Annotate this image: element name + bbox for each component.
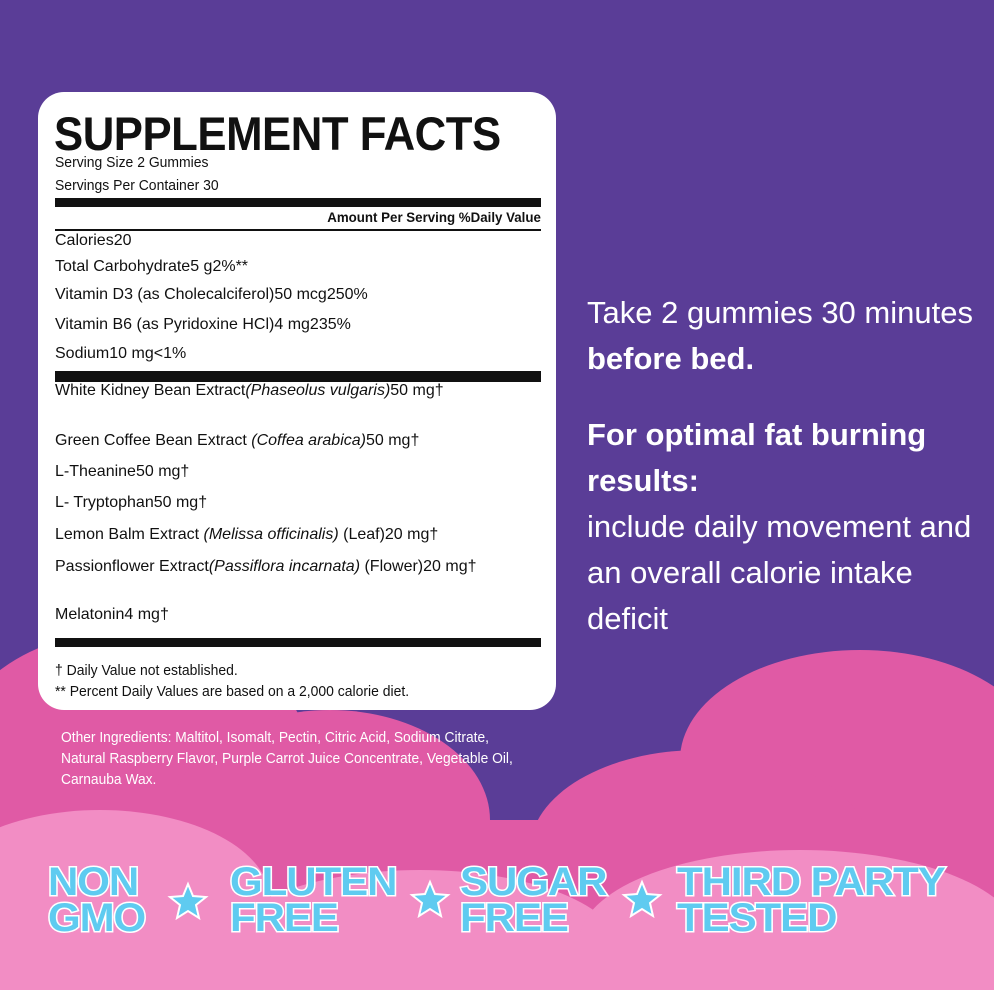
amount: 50 mg [365, 432, 411, 449]
nutrient-name: Lemon Balm Extract (Melissa officinalis)… [55, 526, 385, 543]
tip: For optimal fat burning results: include … [587, 412, 977, 642]
nutrient-name: Vitamin B6 (as Pyridoxine HCl) [55, 316, 275, 333]
badge-line: FREE [228, 896, 340, 940]
nutrient-name: Sodium [55, 345, 110, 362]
badge-line: TESTED [675, 896, 839, 940]
footnote: ** Percent Daily Values are based on a 2… [55, 683, 410, 700]
serving-size: Serving Size 2 Gummies [55, 154, 209, 171]
row: L- Tryptophan50 mg† [55, 494, 541, 526]
amount: 4 mg [274, 316, 310, 333]
amount: 4 mg [124, 606, 160, 623]
daily-value: † [159, 606, 169, 623]
daily-value: † [180, 463, 190, 480]
column-header: Amount Per Serving %Daily Value [327, 209, 541, 225]
nutrient-name: White Kidney Bean Extract [55, 382, 246, 399]
badge-line: GLUTEN [228, 860, 399, 904]
latin-name: (Coffea arabica) [251, 432, 366, 449]
badge-line: SUGAR [458, 860, 609, 904]
latin-name: (Passiflora incarnata) [208, 558, 361, 575]
daily-value: † [410, 432, 420, 449]
nutrient-name: Melatonin [55, 606, 125, 623]
row: Green Coffee Bean Extract (Coffea arabic… [55, 432, 541, 463]
amount: 20 mg [423, 558, 468, 575]
nutrient-name: Green Coffee Bean Extract (Coffea arabic… [55, 432, 366, 449]
row: Vitamin D3 (as Cholecalciferol)50 mcg250… [55, 286, 541, 316]
servings: Servings Per Container 30 [55, 177, 219, 194]
daily-value: † [198, 494, 208, 511]
stars [167, 879, 663, 921]
daily-value: † [434, 382, 444, 399]
amount: 50 mcg [274, 286, 327, 303]
badge-line: FREE [458, 896, 570, 940]
amount-header: Amount Per Serving [327, 209, 456, 225]
badge-line: THIRD PARTY [675, 860, 947, 904]
clouds-light [0, 810, 994, 990]
amount: 20 mg [384, 526, 430, 543]
badge: SUGAR FREE [458, 860, 609, 940]
row: Melatonin4 mg† [55, 606, 541, 647]
nutrient-name: L-Theanine [55, 463, 136, 480]
tip-bold: For optimal fat burning results: [587, 417, 927, 498]
tip-text: include daily movement and an overall ca… [587, 509, 972, 636]
row: Passionflower Extract(Passiflora incarna… [55, 558, 541, 606]
daily-value: 235% [309, 316, 351, 333]
row: Total Carbohydrate5 g2%** [55, 258, 541, 286]
daily-value: 2%** [212, 258, 249, 275]
amount: 5 g [190, 258, 213, 275]
amount: 10 mg [109, 345, 154, 362]
row: Lemon Balm Extract (Melissa officinalis)… [55, 526, 541, 558]
footnote: † Daily Value not established. [55, 662, 238, 679]
latin-line: (Passiflora incarnata) (Flower) [209, 558, 423, 575]
rows: Calories20 Total Carbohydrate5 g2%** Vitam… [55, 232, 541, 647]
row: Sodium10 mg<1% [55, 345, 541, 382]
amount: 20 [113, 232, 132, 249]
daily-value: <1% [153, 345, 187, 362]
row: L-Theanine50 mg† [55, 463, 541, 494]
plant-part: (Flower) [364, 558, 424, 575]
row: Calories20 [55, 232, 541, 258]
nutrient-name: Vitamin D3 (as Cholecalciferol) [55, 286, 275, 303]
badge-line: GMO [46, 896, 147, 940]
nutrient-name: L- Tryptophan [55, 494, 154, 511]
daily-value: 250% [326, 286, 368, 303]
daily-value: † [429, 526, 439, 543]
directions-text: Take 2 gummies 30 minutes [587, 295, 973, 330]
directions-bold: before bed. [587, 341, 755, 376]
nutrient-name: Total Carbohydrate [55, 258, 191, 275]
nutrient-name: Passionflower Extract [55, 558, 209, 575]
latin-line: (Phaseolus vulgaris) [245, 382, 390, 399]
daily-value: † [467, 558, 477, 575]
amount: 50 mg [390, 382, 435, 399]
other-ingredients: Other Ingredients: Maltitol, Isomalt, Pe… [61, 729, 513, 788]
badge-line: NON [46, 860, 140, 904]
nutrient-name: Calories [55, 232, 114, 249]
dv-header: %Daily Value [458, 209, 541, 225]
latin-name: (Phaseolus vulgaris) [245, 382, 391, 399]
badge: THIRD PARTY TESTED [675, 860, 947, 940]
badge: NON GMO [46, 860, 147, 940]
row: White Kidney Bean Extract(Phaseolus vulg… [55, 382, 541, 432]
badge: GLUTEN FREE [228, 860, 399, 940]
plant-part: (Leaf) [343, 526, 385, 543]
title: SUPPLEMENT FACTS [54, 107, 501, 160]
supplement-facts: SUPPLEMENT FACTS Serving Size 2 Gummies … [38, 92, 556, 710]
amount: 50 mg [135, 463, 181, 480]
divider [55, 229, 541, 231]
directions: Take 2 gummies 30 minutes before bed. [587, 290, 987, 382]
row: Vitamin B6 (as Pyridoxine HCl)4 mg235% [55, 316, 541, 345]
latin-name: (Melissa officinalis) [203, 526, 339, 543]
divider [55, 198, 541, 207]
amount: 50 mg [153, 494, 199, 511]
